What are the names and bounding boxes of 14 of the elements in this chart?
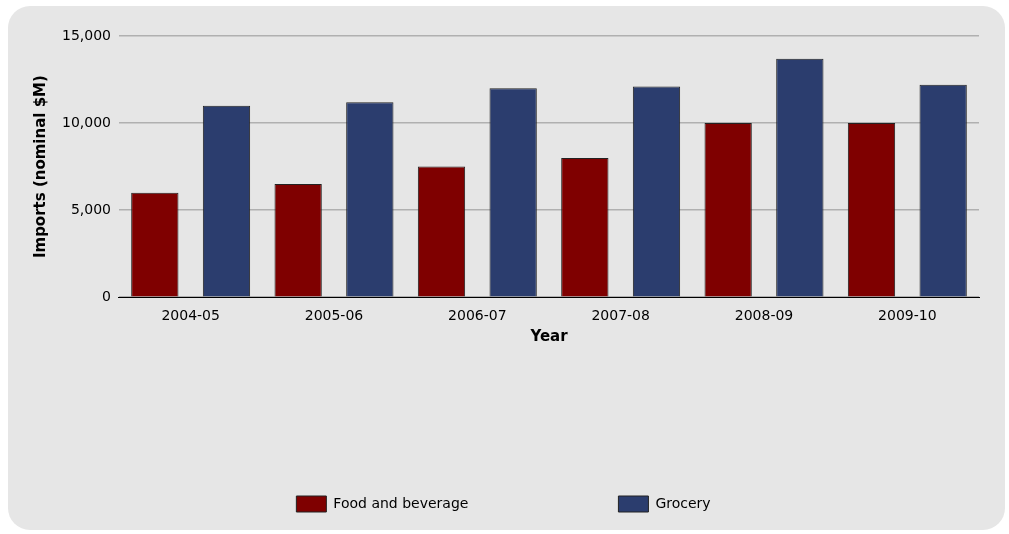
legend-label: Food and beverage — [333, 494, 469, 511]
x-tick-label: 2005-06 — [304, 307, 364, 324]
x-axis-title: Year — [529, 326, 569, 345]
x-tick-label: 2004-05 — [161, 307, 220, 324]
y-tick-label: 15,000 — [61, 26, 111, 43]
y-tick-label: 10,000 — [61, 113, 111, 130]
x-tick-label: 2009-10 — [878, 307, 937, 324]
y-axis-title: Imports (nominal $M) — [30, 75, 49, 259]
y-tick-label: 0 — [102, 287, 111, 304]
legend-label: Grocery — [655, 494, 711, 511]
x-tick-label: 2007-08 — [591, 307, 650, 324]
x-tick-label: 2008-09 — [734, 307, 794, 324]
x-tick-label: 2006-07 — [448, 307, 507, 324]
y-tick-label: 5,000 — [70, 200, 111, 217]
